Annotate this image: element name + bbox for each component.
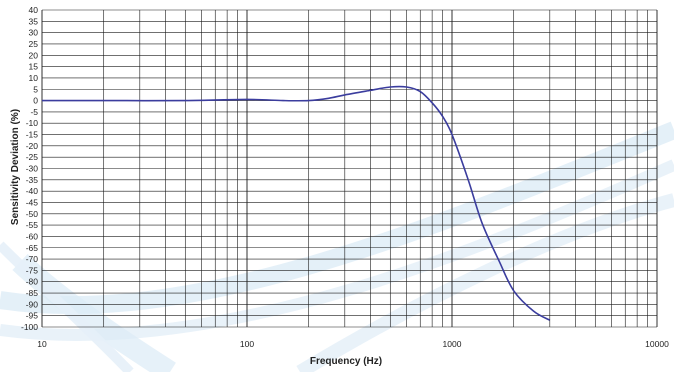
- y-tick-labels: 4035302520151050-5-10-15-20-25-30-35-40-…: [21, 5, 38, 332]
- y-tick-label: -55: [26, 220, 39, 230]
- y-tick-label: 0: [33, 96, 38, 106]
- y-tick-label: 20: [29, 50, 39, 60]
- y-tick-label: -35: [26, 175, 39, 185]
- x-tick-labels: 10 100 1000 10000: [37, 339, 669, 349]
- y-tick-label: -60: [26, 231, 39, 241]
- y-axis-label: Sensitivity Deviation (%): [10, 109, 21, 225]
- y-tick-label: -100: [21, 322, 38, 332]
- x-axis-label: Frequency (Hz): [310, 356, 382, 367]
- y-tick-label: 25: [29, 39, 39, 49]
- y-tick-label: -30: [26, 164, 39, 174]
- y-tick-label: 5: [33, 84, 38, 94]
- plot-grid: [41, 9, 658, 328]
- y-tick-label: -40: [26, 186, 39, 196]
- y-tick-label: 15: [29, 62, 39, 72]
- y-tick-label: -45: [26, 197, 39, 207]
- y-tick-label: 35: [29, 16, 39, 26]
- series-line: [42, 85, 551, 321]
- y-tick-label: -5: [30, 107, 38, 117]
- y-tick-label: 30: [29, 28, 39, 38]
- y-tick-label: -15: [26, 130, 39, 140]
- y-tick-label: -75: [26, 265, 39, 275]
- y-tick-label: -50: [26, 209, 39, 219]
- x-tick-label: 10: [37, 339, 47, 349]
- y-tick-label: 40: [29, 5, 39, 15]
- y-tick-label: -85: [26, 288, 39, 298]
- x-tick-label: 100: [240, 339, 254, 349]
- y-tick-label: -25: [26, 152, 39, 162]
- y-tick-label: -20: [26, 141, 39, 151]
- x-tick-label: 10000: [645, 339, 669, 349]
- x-tick-label: 1000: [443, 339, 462, 349]
- y-tick-label: -70: [26, 254, 39, 264]
- y-tick-label: 10: [29, 73, 39, 83]
- series-layer: [42, 85, 551, 321]
- y-tick-label: -95: [26, 311, 39, 321]
- background-decoration: [0, 121, 674, 372]
- y-tick-label: -65: [26, 243, 39, 253]
- y-tick-label: -80: [26, 277, 39, 287]
- y-tick-label: -90: [26, 299, 39, 309]
- y-tick-label: -10: [26, 118, 39, 128]
